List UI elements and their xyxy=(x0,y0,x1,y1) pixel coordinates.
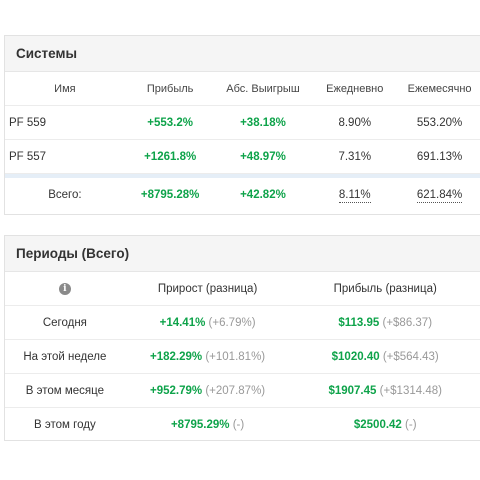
total-profit: +8795.28% xyxy=(140,189,200,201)
table-row: Сегодня +14.41% (+6.79%) $113.95 (+$86.3… xyxy=(5,306,480,340)
period-profit-diff: (+$1314.48) xyxy=(379,384,442,397)
periods-header: Периоды (Всего) xyxy=(5,236,480,272)
systems-header: Системы xyxy=(5,36,480,72)
period-growth: +952.79% xyxy=(150,384,203,397)
column-header-name[interactable]: Имя xyxy=(54,82,76,95)
column-header-profit[interactable]: Прибыль xyxy=(146,82,194,95)
column-header-monthly[interactable]: Ежемесячно xyxy=(407,82,472,95)
period-profit: $1907.45 xyxy=(328,384,377,397)
systems-table: Имя Прибыль Абс. Выигрыш Ежедневно Ежеме… xyxy=(5,72,480,212)
table-row: На этой неделе +182.29% (+101.81%) $1020… xyxy=(5,340,480,374)
system-profit: +1261.8% xyxy=(144,150,197,163)
system-name-link[interactable]: PF 557 xyxy=(9,150,47,163)
info-icon[interactable]: i xyxy=(58,283,71,295)
system-monthly: 691.13% xyxy=(416,150,463,163)
table-row: PF 559 +553.2% +38.18% 8.90% 553.20% xyxy=(5,106,480,140)
system-daily: 7.31% xyxy=(338,150,372,163)
period-profit-diff: (+$564.43) xyxy=(382,350,439,363)
system-monthly: 553.20% xyxy=(416,116,463,129)
period-profit: $2500.42 xyxy=(353,419,402,431)
period-growth: +182.29% xyxy=(150,350,203,363)
periods-table-header: i Прирост (разница) Прибыль (разница) xyxy=(5,272,480,306)
total-monthly-tooltip[interactable]: 621.84% xyxy=(416,189,463,203)
period-label: В этом месяце xyxy=(25,384,104,397)
period-growth-diff: (+101.81%) xyxy=(205,350,266,363)
periods-panel: Периоды (Всего) i Прирост (разница) Приб… xyxy=(4,235,480,441)
system-daily: 8.90% xyxy=(338,116,372,129)
column-header-daily[interactable]: Ежедневно xyxy=(326,82,384,95)
column-header-growth: Прирост (разница) xyxy=(157,282,258,295)
period-label: На этой неделе xyxy=(23,350,107,363)
period-profit: $113.95 xyxy=(338,316,380,329)
period-label: Сегодня xyxy=(42,316,87,329)
systems-panel: Системы Имя Прибыль Абс. Выигрыш Ежеднев… xyxy=(4,35,480,215)
total-abs-gain: +42.82% xyxy=(240,189,286,201)
column-header-abs-gain[interactable]: Абс. Выигрыш xyxy=(226,82,300,95)
periods-table: i Прирост (разница) Прибыль (разница) Се… xyxy=(5,272,480,442)
table-row: PF 557 +1261.8% +48.97% 7.31% 691.13% xyxy=(5,140,480,174)
system-name-link[interactable]: PF 559 xyxy=(9,116,47,129)
system-profit: +553.2% xyxy=(147,116,194,129)
systems-title: Системы xyxy=(16,46,78,61)
period-profit-diff: (-) xyxy=(405,419,417,431)
period-growth-diff: (+207.87%) xyxy=(205,384,266,397)
period-growth-diff: (-) xyxy=(232,419,245,431)
table-row: В этом месяце +952.79% (+207.87%) $1907.… xyxy=(5,374,480,408)
system-abs-gain: +48.97% xyxy=(240,150,286,163)
table-row: В этом году +8795.29% (-) $2500.42 (-) xyxy=(5,408,480,442)
period-growth: +14.41% xyxy=(159,316,206,329)
periods-title: Периоды (Всего) xyxy=(16,246,130,261)
total-daily-tooltip[interactable]: 8.11% xyxy=(338,189,371,203)
period-growth: +8795.29% xyxy=(170,419,230,431)
period-label: В этом году xyxy=(34,419,96,431)
systems-total-row: Всего: +8795.28% +42.82% 8.11% 621.84% xyxy=(5,174,480,212)
system-abs-gain: +38.18% xyxy=(240,116,286,129)
column-header-profit-diff: Прибыль (разница) xyxy=(333,282,437,295)
period-growth-diff: (+6.79%) xyxy=(208,316,256,329)
period-profit: $1020.40 xyxy=(331,350,380,363)
period-profit-diff: (+$86.37) xyxy=(382,316,433,329)
systems-table-header: Имя Прибыль Абс. Выигрыш Ежедневно Ежеме… xyxy=(5,72,480,106)
total-label: Всего: xyxy=(48,189,82,201)
